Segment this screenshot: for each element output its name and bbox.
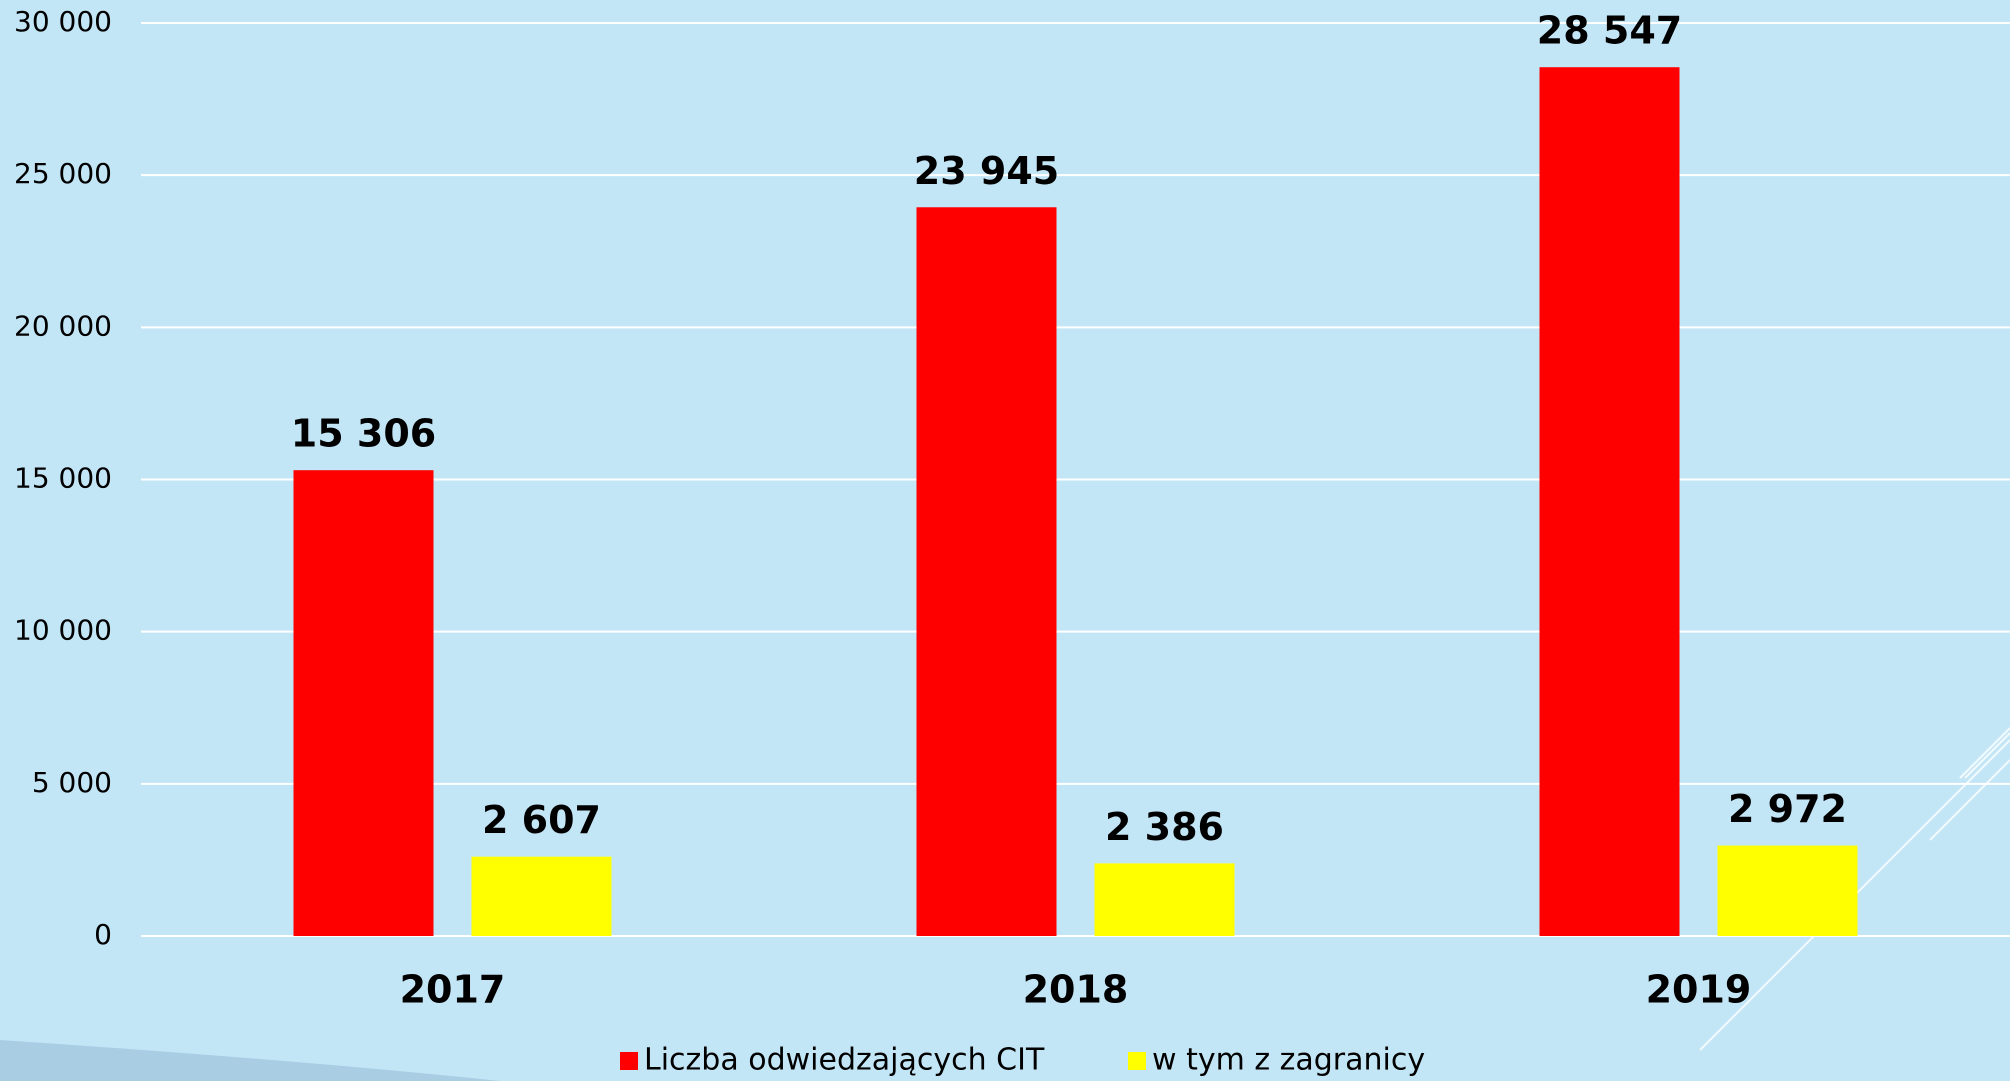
y-tick-label: 10 000 [14, 614, 112, 647]
legend-label: w tym z zagranicy [1152, 1043, 1425, 1078]
bar [293, 470, 434, 936]
legend-swatch [620, 1052, 638, 1070]
data-label: 2 607 [482, 798, 601, 842]
y-tick-label: 30 000 [14, 5, 112, 38]
x-tick-label: 2017 [400, 968, 506, 1012]
y-tick-label: 0 [94, 918, 112, 951]
x-tick-label: 2019 [1646, 968, 1752, 1012]
y-tick-label: 20 000 [14, 309, 112, 342]
y-tick-label: 5 000 [32, 766, 112, 799]
bar [916, 207, 1057, 937]
bar [1717, 845, 1858, 936]
legend-label: Liczba odwiedzających CIT [644, 1043, 1045, 1078]
data-label: 2 386 [1105, 805, 1224, 849]
decoration [0, 1040, 500, 1081]
data-label: 2 972 [1728, 787, 1847, 831]
data-label: 15 306 [291, 412, 436, 456]
data-label: 28 547 [1537, 9, 1682, 53]
y-tick-label: 25 000 [14, 157, 112, 190]
bar [471, 856, 612, 936]
y-tick-label: 15 000 [14, 462, 112, 495]
legend-swatch [1128, 1052, 1146, 1070]
bar [1539, 67, 1680, 937]
data-label: 23 945 [914, 149, 1059, 193]
bar [1094, 863, 1235, 936]
x-tick-label: 2018 [1023, 968, 1129, 1012]
